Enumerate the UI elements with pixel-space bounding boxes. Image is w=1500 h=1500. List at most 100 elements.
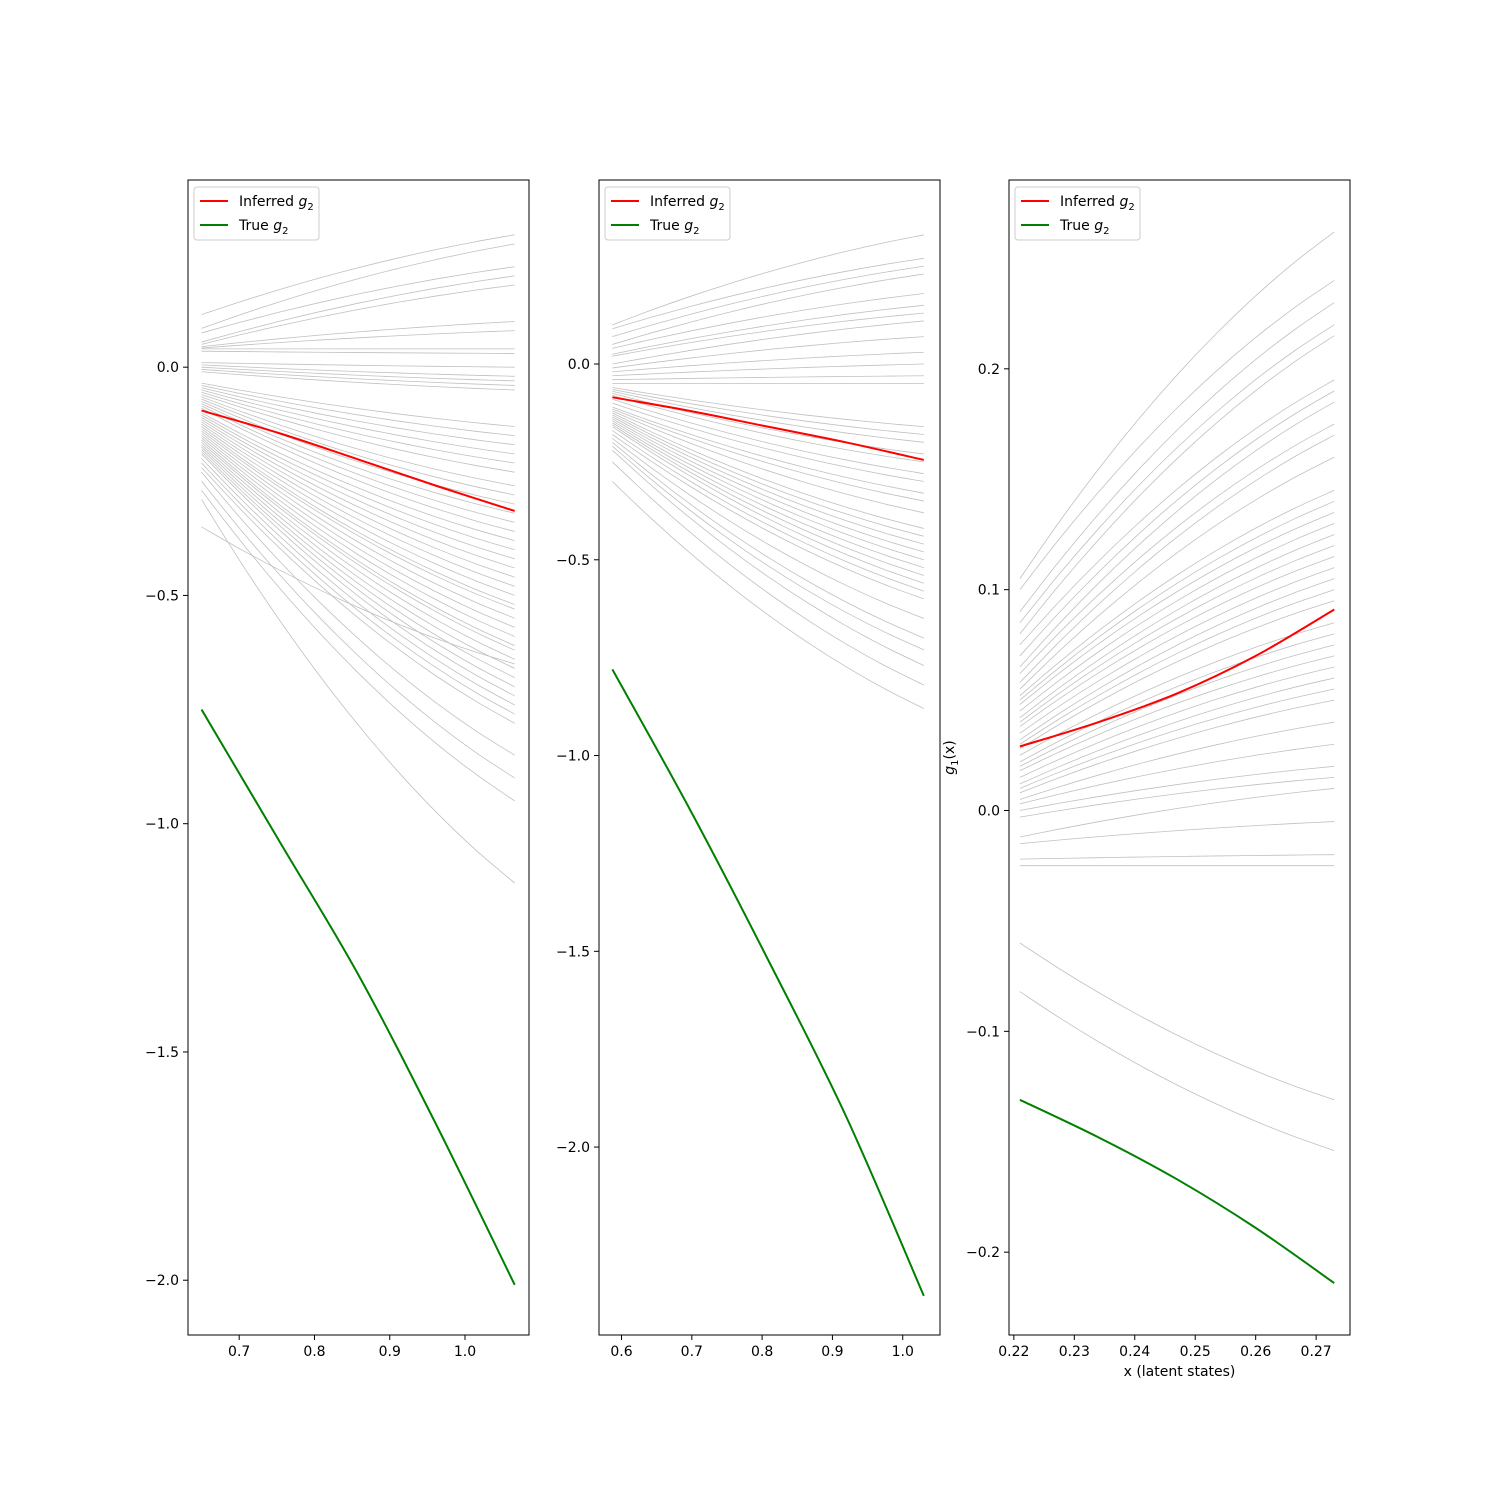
sample-curve [201, 417, 515, 560]
legend-label-subscript: 2 [1128, 202, 1134, 213]
sample-curve [612, 430, 924, 592]
sample-curve [1019, 578, 1335, 741]
sample-curve [612, 351, 924, 373]
legend: Inferred g2 True g2 [193, 186, 320, 241]
sample-curve [1019, 644, 1335, 767]
sample-curve [1019, 655, 1335, 772]
sample-curve [612, 375, 924, 381]
y-label-base: g [942, 766, 958, 775]
sample-curve [201, 458, 515, 706]
x-tick-label: 0.6 [610, 1344, 632, 1360]
sample-curve [1019, 379, 1335, 646]
sample-curve [612, 394, 924, 463]
sample-curve [201, 419, 515, 569]
sample-curve [612, 442, 924, 639]
sample-curve [201, 362, 515, 368]
sample-curve [612, 449, 925, 666]
sample-curve [1019, 589, 1335, 745]
sample-curve [1019, 776, 1335, 818]
y-tick-label: −2.0 [145, 1273, 179, 1289]
sample-curve [201, 391, 515, 464]
sample-curve [1019, 942, 1335, 1101]
sample-curve [612, 304, 924, 355]
y-label-subscript: 1 [950, 759, 961, 765]
legend-label: Inferred g2 [239, 194, 314, 213]
axes-frame [187, 179, 530, 1336]
sample-curve [612, 265, 924, 337]
sample-curve [1019, 677, 1335, 785]
sample-curve [201, 490, 515, 802]
sample-curve [1019, 567, 1335, 734]
sample-curve [201, 403, 515, 514]
legend-label-text: True [649, 218, 684, 234]
sample-curve [201, 428, 515, 605]
sample-curve [1019, 743, 1335, 805]
sample-curve [201, 414, 515, 551]
legend-label-var: g [1094, 218, 1103, 234]
sample-curve [612, 418, 924, 553]
sample-curve [201, 387, 515, 446]
sample-curve [1019, 666, 1335, 778]
sample-curve [201, 442, 515, 651]
sample-curve [1019, 512, 1335, 705]
sample-curve [1019, 991, 1335, 1151]
plot-area [1019, 231, 1335, 1284]
sample-curve [612, 420, 924, 561]
axes-frame [598, 179, 941, 1336]
sample-curve [612, 424, 924, 576]
legend-label-text: Inferred [1060, 194, 1119, 210]
sample-curve [1019, 622, 1335, 756]
true-curve [611, 668, 925, 1297]
sample-curve [201, 453, 515, 697]
sample-curve [201, 369, 515, 386]
y-tick-label: 0.0 [157, 360, 179, 376]
x-tick-label: 0.27 [1301, 1344, 1332, 1360]
sample-curve [201, 394, 515, 473]
x-tick-label: 0.26 [1240, 1344, 1271, 1360]
sample-curve [612, 320, 924, 365]
subplot-2: 0.6 0.7 0.8 0.9 1.0 0.0 −0.5 −1.0 −1.5 −2.0 Inferr… [556, 179, 941, 1360]
y-tick-label: −1.0 [556, 749, 590, 765]
sample-curve [201, 412, 515, 542]
x-tick-label: 0.8 [303, 1344, 325, 1360]
y-tick-label: −1.5 [145, 1045, 179, 1061]
sample-curve [612, 414, 924, 537]
sample-curve [612, 398, 924, 475]
sample-curve [1019, 765, 1335, 811]
sample-curve [201, 366, 515, 382]
sample-curve [1019, 423, 1335, 674]
sample-curve [201, 401, 515, 505]
sample-curve [201, 398, 515, 496]
x-tick-label: 0.24 [1119, 1344, 1150, 1360]
legend-label-var: g [709, 194, 718, 210]
sample-curve [612, 363, 924, 377]
sample-curve [1019, 699, 1335, 794]
x-axis-label: x (latent states) [1124, 1364, 1236, 1380]
legend-label-subscript: 2 [1103, 226, 1109, 237]
y-label-rest: (x) [942, 740, 958, 759]
sample-curve [201, 364, 515, 377]
y-tick-label: −0.5 [556, 553, 590, 569]
legend-label-var: g [273, 218, 282, 234]
sample-curve [201, 396, 515, 487]
sample-curve [612, 336, 924, 369]
sample-curve [201, 462, 515, 715]
legend-label-text: True [238, 218, 273, 234]
legend-label-subscript: 2 [282, 226, 288, 237]
sample-curve [201, 451, 515, 688]
legend-label-subscript: 2 [718, 202, 724, 213]
sample-curve [1019, 231, 1335, 579]
sample-curve [1019, 556, 1335, 727]
sample-curve [201, 433, 515, 619]
sample-curve [612, 481, 925, 709]
sample-curve [612, 416, 924, 545]
sample-curve [201, 426, 515, 596]
sample-curve [201, 421, 515, 578]
legend-label: True g2 [238, 218, 288, 237]
sample-curve [201, 284, 515, 345]
plot-area [200, 234, 516, 1286]
sample-curve [1019, 324, 1335, 624]
sample-curve [201, 430, 515, 610]
y-tick-label: −2.0 [556, 1140, 590, 1156]
sample-curve [201, 350, 515, 354]
